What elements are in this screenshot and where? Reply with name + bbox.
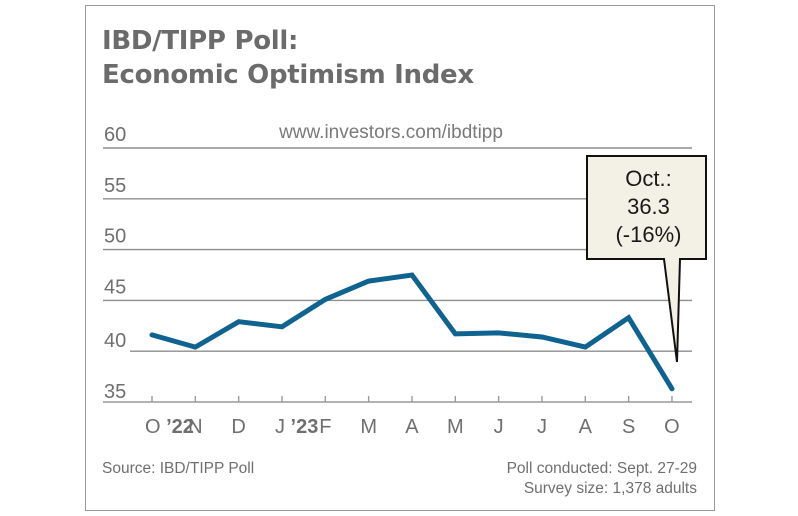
poll-notes: Poll conducted: Sept. 27-29 Survey size:… bbox=[507, 459, 697, 499]
x-axis: O ’22N D J ’23 F M A M J J A S O bbox=[145, 396, 680, 438]
x-tick-label: N bbox=[188, 416, 202, 438]
y-tick-label: 35 bbox=[104, 381, 126, 403]
y-tick-label: 45 bbox=[104, 276, 126, 298]
survey-size-note: Survey size: 1,378 adults bbox=[523, 480, 697, 497]
y-tick-label: 50 bbox=[104, 226, 126, 248]
x-tick-label: O bbox=[664, 416, 680, 438]
poll-conducted-note: Poll conducted: Sept. 27-29 bbox=[506, 460, 697, 477]
chart-title-line: IBD/TIPP Poll: bbox=[102, 26, 299, 56]
x-tick-label: D bbox=[231, 416, 245, 438]
y-tick-label: 60 bbox=[104, 124, 126, 146]
source-note: Source: IBD/TIPP Poll bbox=[102, 460, 255, 477]
callout-text-line: (-16%) bbox=[615, 222, 681, 247]
series-line bbox=[149, 272, 675, 392]
x-tick-label: J bbox=[494, 416, 504, 438]
x-tick-label: O ’22 bbox=[145, 416, 194, 438]
annotation-callout: Oct.: 36.3 (-16%) bbox=[586, 155, 707, 363]
y-tick-label: 40 bbox=[104, 330, 126, 352]
series-group bbox=[149, 272, 675, 392]
chart-subtitle: Economic Optimism Index bbox=[102, 60, 474, 90]
callout-text-line: Oct.: bbox=[625, 166, 671, 191]
y-tick-label: 55 bbox=[104, 175, 126, 197]
source-url: www.investors.com/ibdtipp bbox=[278, 122, 503, 143]
x-tick-label: A bbox=[579, 416, 593, 438]
x-tick-label: F bbox=[319, 416, 331, 438]
chart-title: IBD/TIPP Poll: Economic Optimism Index bbox=[102, 24, 474, 92]
x-tick-label: M bbox=[360, 416, 377, 438]
x-tick-label: A bbox=[405, 416, 419, 438]
x-tick-label: J bbox=[537, 416, 547, 438]
x-tick-label: S bbox=[622, 416, 635, 438]
x-tick-label: M bbox=[447, 416, 464, 438]
x-tick-label: J ’23 bbox=[275, 416, 318, 438]
callout-box bbox=[586, 155, 707, 363]
y-tick-labels: 60 55 50 45 40 35 bbox=[104, 124, 126, 403]
callout-text-line: 36.3 bbox=[627, 194, 670, 219]
